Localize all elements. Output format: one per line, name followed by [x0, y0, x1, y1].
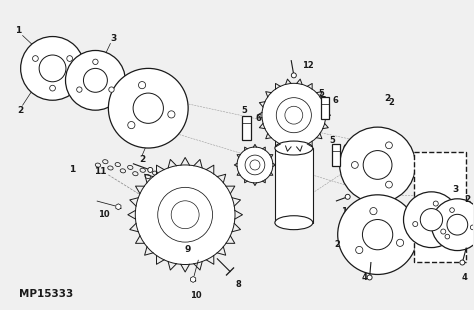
Circle shape: [109, 69, 188, 148]
Text: MP15333: MP15333: [18, 289, 73, 299]
Bar: [332, 144, 340, 166]
Circle shape: [292, 73, 296, 78]
Text: 7: 7: [319, 96, 326, 105]
Circle shape: [433, 201, 438, 206]
Circle shape: [39, 55, 66, 82]
Text: 4: 4: [146, 187, 151, 196]
Circle shape: [403, 192, 459, 248]
Text: 2: 2: [464, 195, 471, 204]
Circle shape: [450, 208, 455, 212]
Circle shape: [285, 106, 303, 124]
Text: 6: 6: [333, 96, 338, 105]
Text: 2: 2: [335, 240, 341, 249]
Ellipse shape: [275, 141, 313, 155]
Circle shape: [351, 162, 358, 168]
Circle shape: [93, 59, 98, 64]
Circle shape: [385, 142, 392, 149]
Text: 3: 3: [110, 34, 117, 43]
Circle shape: [447, 214, 468, 235]
Circle shape: [460, 260, 465, 265]
Circle shape: [470, 225, 474, 230]
Circle shape: [168, 111, 175, 118]
Circle shape: [83, 69, 108, 92]
Circle shape: [138, 82, 146, 89]
Text: 6: 6: [255, 114, 261, 123]
Circle shape: [345, 194, 350, 199]
Circle shape: [21, 37, 84, 100]
Circle shape: [50, 85, 55, 91]
Circle shape: [250, 160, 260, 170]
Circle shape: [276, 98, 311, 133]
Circle shape: [133, 93, 164, 123]
Circle shape: [65, 51, 125, 110]
Circle shape: [363, 219, 393, 250]
Text: 2: 2: [139, 156, 146, 165]
Text: 12: 12: [302, 61, 314, 70]
Circle shape: [67, 56, 73, 61]
Circle shape: [420, 209, 443, 231]
Circle shape: [431, 199, 474, 250]
Text: 1: 1: [341, 207, 346, 216]
Text: 5: 5: [330, 135, 336, 144]
Circle shape: [385, 181, 392, 188]
Circle shape: [245, 155, 265, 175]
Circle shape: [77, 87, 82, 92]
Text: 3: 3: [452, 185, 458, 194]
Circle shape: [445, 234, 450, 239]
Text: 10: 10: [98, 210, 109, 219]
Polygon shape: [116, 204, 121, 210]
Bar: [414, 152, 466, 262]
Text: 1: 1: [16, 26, 22, 35]
Bar: [321, 97, 329, 119]
Circle shape: [363, 151, 392, 179]
Polygon shape: [191, 277, 196, 282]
Text: 9: 9: [185, 245, 191, 254]
Text: 10: 10: [190, 291, 202, 300]
Ellipse shape: [275, 216, 313, 230]
Circle shape: [171, 201, 199, 229]
Circle shape: [262, 83, 326, 147]
Text: 6: 6: [343, 144, 348, 153]
Text: 1: 1: [69, 166, 76, 175]
Circle shape: [340, 127, 416, 203]
Circle shape: [356, 246, 363, 254]
Circle shape: [396, 239, 404, 246]
Bar: [275, 148, 313, 223]
Bar: [243, 116, 252, 140]
Circle shape: [148, 167, 153, 172]
Circle shape: [370, 207, 377, 215]
Circle shape: [337, 195, 418, 274]
Circle shape: [441, 229, 446, 234]
Circle shape: [33, 56, 38, 61]
Text: 2: 2: [389, 98, 394, 107]
Text: 2: 2: [384, 94, 391, 103]
Text: 5: 5: [319, 89, 325, 98]
Circle shape: [367, 275, 372, 280]
Text: 11: 11: [94, 167, 107, 176]
Circle shape: [128, 122, 135, 129]
Text: 8: 8: [235, 280, 241, 289]
Text: 2: 2: [18, 106, 24, 115]
Text: 5: 5: [241, 106, 247, 115]
Text: 4: 4: [461, 273, 467, 282]
Circle shape: [413, 222, 418, 227]
Text: 4: 4: [362, 273, 367, 282]
Circle shape: [237, 147, 273, 183]
Circle shape: [158, 187, 212, 242]
Circle shape: [135, 165, 235, 264]
Text: 3: 3: [369, 203, 376, 212]
Circle shape: [109, 87, 114, 92]
